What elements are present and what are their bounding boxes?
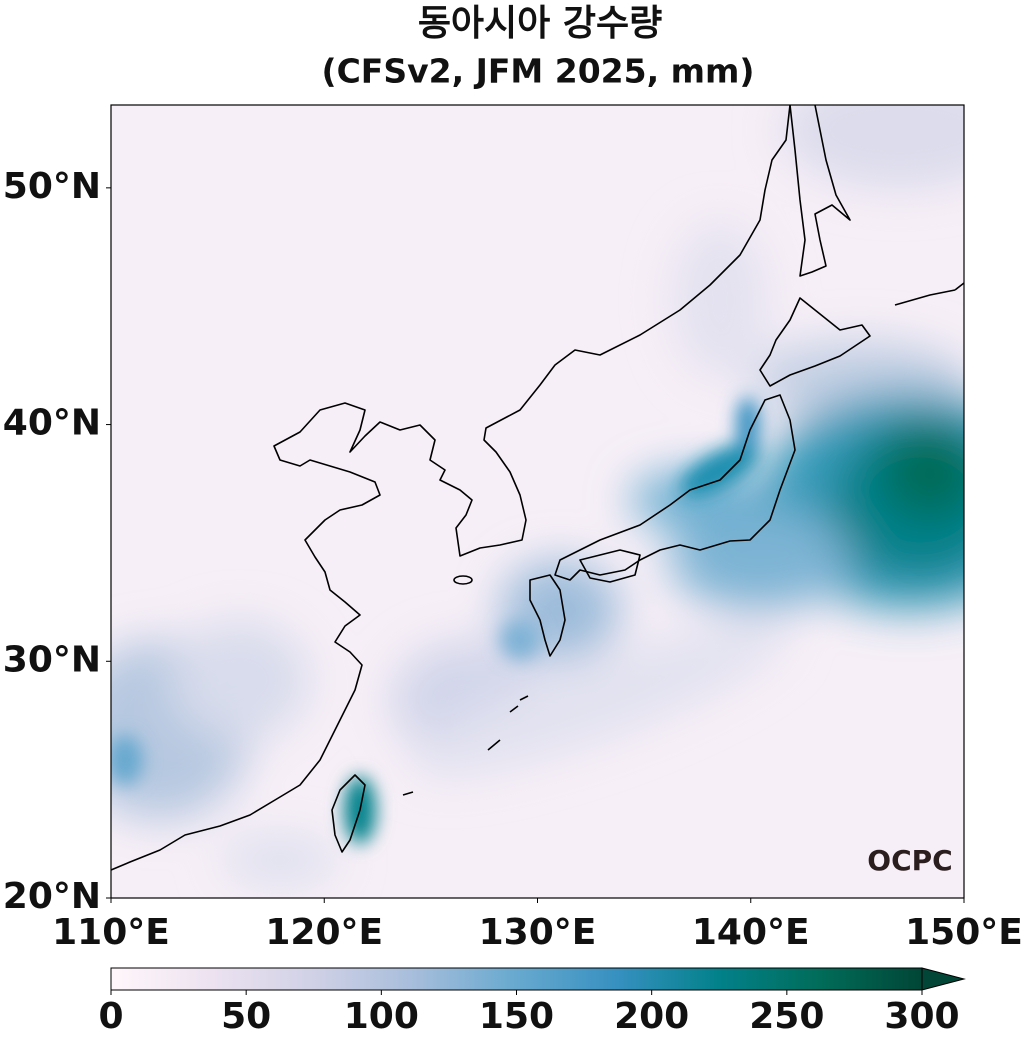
- subtitle: (CFSv2, JFM 2025, mm): [322, 52, 755, 91]
- precip-field: [111, 105, 964, 885]
- colorbar-tick-label: 300: [884, 996, 959, 1037]
- colorbar: 0 50 100 150 200 250 300: [98, 967, 966, 1037]
- colorbar-tick-label: 50: [221, 996, 271, 1037]
- title: 동아시아 강수량: [418, 3, 662, 44]
- colorbar-tick-label: 200: [614, 996, 689, 1037]
- y-tick-label: 30°N: [3, 639, 101, 680]
- colorbar-body: [110, 967, 923, 991]
- axes: 110°E 120°E 130°E 140°E 150°E 20°N 30°N 40°N 50°…: [3, 166, 1023, 953]
- colorbar-tick-label: 150: [479, 996, 554, 1037]
- colorbar-tick-label: 250: [749, 996, 824, 1037]
- coastlines: [111, 105, 964, 871]
- x-tick-label: 150°E: [905, 912, 1023, 953]
- map-area: OCPC: [111, 105, 964, 898]
- y-tick-label: 50°N: [3, 166, 101, 207]
- logo: OCPC: [867, 844, 952, 877]
- colorbar-extension: [921, 967, 966, 991]
- x-tick-label: 140°E: [692, 912, 810, 953]
- y-tick-label: 20°N: [3, 876, 101, 917]
- colorbar-tick-label: 0: [98, 996, 123, 1037]
- x-tick-label: 120°E: [265, 912, 383, 953]
- y-tick-label: 40°N: [3, 403, 101, 444]
- colorbar-tick-label: 100: [344, 996, 419, 1037]
- x-tick-label: 130°E: [479, 912, 597, 953]
- x-tick-label: 110°E: [52, 912, 170, 953]
